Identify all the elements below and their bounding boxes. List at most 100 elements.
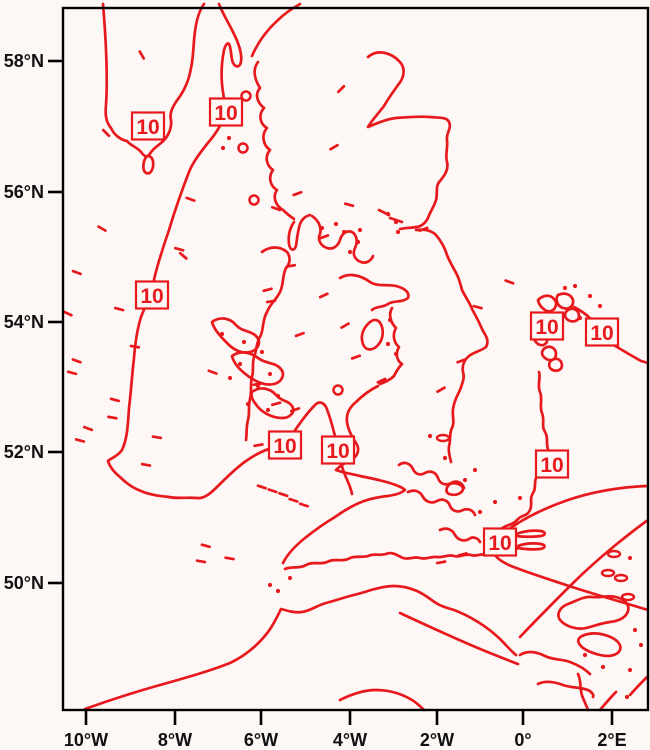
coast-fragment [253,443,264,448]
isle-of-man [360,318,385,351]
coast-dot [287,575,293,581]
coast-fragment [285,263,297,268]
coast-fragment [138,50,146,60]
coast-dot [582,652,588,658]
contour-label-box [320,435,356,465]
coast-dot [357,227,363,233]
coast-dot [219,331,225,337]
coast-dot [393,351,399,357]
coast-dot [385,341,391,347]
coast-dot [227,375,233,381]
coast-fragment [456,358,467,364]
contour-france-diag-2 [518,518,650,639]
coast-dot [572,283,578,289]
coast-e-ireland [244,266,288,442]
coast-dot [427,433,433,439]
netherlands-vertical [576,672,590,712]
coast-fragment [97,225,107,232]
y-tick-label: 52°N [4,442,44,462]
y-tick-label: 50°N [4,573,44,593]
coast-dot [220,145,226,151]
coast-fragment [174,246,185,252]
coast-fragment [62,310,73,317]
channel-prong-2 [516,542,546,551]
islet-oval [606,549,622,559]
corner-bottom-right-2 [598,690,618,712]
coast-fragment [185,196,196,202]
northsea-blob-2 [555,292,575,310]
coast-fragment [336,84,346,94]
contour-label-box [584,317,620,347]
contour-label-box [482,527,518,557]
contour-hebrides-irish-sea [106,2,354,500]
contour-northsea-vertical [537,370,551,454]
coast-dot [600,664,606,670]
x-tick-label: 6°W [244,730,278,750]
coast-solway-band [338,273,410,312]
coast-dot [265,407,271,413]
coast-fragment [376,377,387,384]
corner-bottom-right [628,674,650,697]
coast-dot [333,221,339,227]
contour-label-text: 10 [326,440,349,463]
coast-fragment [435,560,447,565]
coast-moray-e-scotland [366,51,452,231]
thames-squiggle-3 [438,527,482,544]
islet-ring [240,90,252,102]
coast-fragment [82,425,94,432]
coast-fragment [457,552,468,557]
contour-label-box [534,449,570,479]
coast-dot [241,339,247,345]
contour-label-text: 10 [535,316,558,339]
coast-fragment [71,269,82,276]
coast-dot [632,627,638,633]
coast-dot [275,393,281,399]
coast-fragment [329,143,339,151]
contour-label-text: 10 [488,532,511,555]
coast-dot [472,467,478,473]
contour-label-box [130,111,166,141]
coast-dot [245,401,251,407]
islet-droplet [142,154,155,175]
coast-dot [492,499,498,505]
coast-dot [341,229,347,235]
coast-fragment [318,292,329,299]
coast-fragment [292,190,303,197]
coast-dot [226,135,232,141]
coast-fragment [107,415,118,420]
coast-fragment [298,502,310,508]
contour-label-text: 10 [136,116,159,139]
coast-dot [638,642,644,648]
coast-w-scotland [253,60,296,221]
coast-dot [627,667,633,673]
coast-dot [237,361,243,367]
y-tick-label: 54°N [4,312,44,332]
coast-fragment [319,234,330,240]
contour-bottom-arc [338,688,426,712]
northsea-blob-6 [547,357,564,373]
coast-fragment [265,299,277,304]
coast-fragment [436,386,446,394]
netherlands-strip-2 [536,680,595,699]
contour-label-box [134,280,170,310]
contour-label-box [267,430,303,460]
x-tick-label: 0° [514,730,531,750]
coast-fragment [340,322,350,329]
coast-dot [393,219,399,225]
contour-label-text: 10 [214,102,237,125]
coast-dot [275,588,281,594]
coast-dot [442,455,448,461]
coast-fragment [129,344,141,349]
y-tick-label: 56°N [4,182,44,202]
coast-dot [562,285,568,291]
coast-fragment [504,279,515,285]
coast-fragment [113,306,125,312]
ireland-blob-1 [210,317,261,354]
thames-squiggle-2 [406,489,477,517]
islet-ring [332,384,344,396]
coast-fragment [270,401,282,407]
x-tick-label: 8°W [158,730,192,750]
coast-fragment [101,128,111,138]
x-tick-label: 4°W [333,730,367,750]
